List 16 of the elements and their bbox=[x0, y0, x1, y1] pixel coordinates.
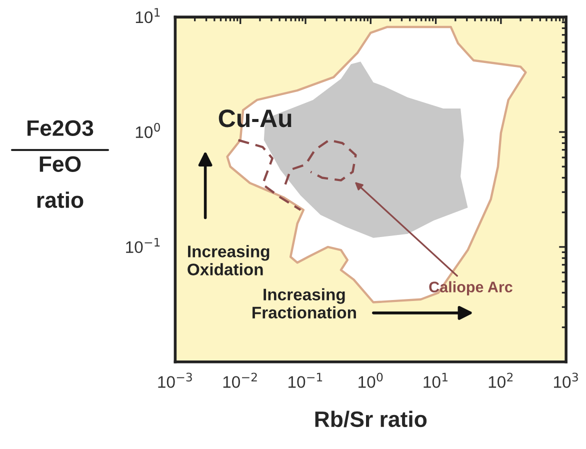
x-tick-label: 10$^{3}$ bbox=[554, 372, 578, 388]
x-tick-label: 10$^{−3}$ bbox=[158, 372, 192, 388]
y-tick-label: 10$^{1}$ bbox=[136, 8, 160, 24]
y-axis-title: Fe2O3 FeO ratio bbox=[28, 120, 94, 208]
x-tick-label: 10$^{0}$ bbox=[358, 372, 383, 388]
text: Caliope Arc bbox=[429, 281, 512, 296]
annotation: Increasing Oxidation bbox=[188, 245, 270, 276]
x-tick-label: 10$^{−2}$ bbox=[223, 372, 257, 388]
x-axis-title: Rb/Sr ratio bbox=[315, 410, 427, 428]
x-tick-label: 10$^{1}$ bbox=[424, 372, 448, 388]
annotation: Increasing Fractionation bbox=[252, 288, 356, 318]
x-tick-label: 10$^{2}$ bbox=[488, 372, 513, 388]
y-tick-label: 10$^{−1}$ bbox=[126, 238, 160, 254]
annotation: Cu-Au bbox=[218, 110, 292, 128]
y-tick-label: 10$^{0}$ bbox=[136, 122, 160, 138]
x-tick-label: 10$^{−1}$ bbox=[288, 372, 322, 388]
